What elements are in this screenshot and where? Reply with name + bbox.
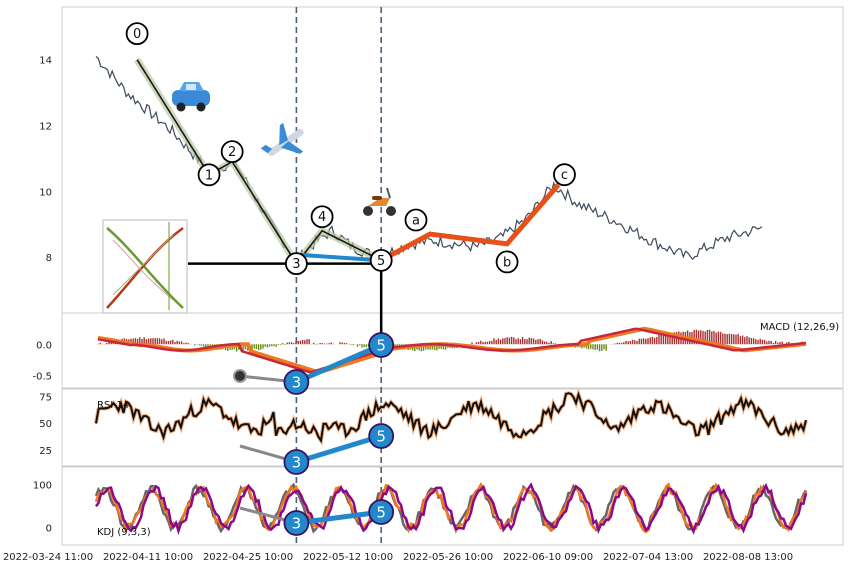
x-tick-label: 2022-05-12 10:00 bbox=[303, 552, 393, 563]
x-tick-label: 2022-04-11 10:00 bbox=[103, 552, 193, 563]
x-tick-label: 2022-07-04 13:00 bbox=[603, 552, 693, 563]
wave-point-marker bbox=[125, 22, 149, 46]
y-tick-label: 10 bbox=[39, 187, 52, 198]
blue-divergence-line bbox=[295, 433, 382, 465]
panel-frame bbox=[61, 6, 844, 314]
y-tick-label: 0 bbox=[46, 524, 52, 535]
divergence-point-marker bbox=[368, 332, 395, 358]
divergence-point-label: 5 bbox=[376, 504, 386, 522]
plane-wing bbox=[280, 141, 304, 154]
x-tick-label: 2022-05-26 10:00 bbox=[403, 552, 493, 563]
blue-divergence-line bbox=[296, 509, 382, 526]
plane-body bbox=[267, 128, 304, 156]
wave-point-label: 0 bbox=[133, 27, 141, 42]
scooter-icon bbox=[363, 187, 396, 216]
divergence-point-label: 3 bbox=[292, 515, 302, 533]
kdj-legend: KDJ (9,3,3) bbox=[97, 527, 151, 538]
wave-point-marker bbox=[220, 140, 244, 164]
wave-point-label: 2 bbox=[228, 145, 236, 160]
y-tick-label: -0.5 bbox=[32, 372, 52, 383]
divergence-point-label: 3 bbox=[292, 374, 302, 392]
y-tick-label: 12 bbox=[39, 121, 52, 132]
car-window bbox=[186, 84, 196, 90]
wave-point-marker bbox=[284, 252, 308, 276]
y-tick-label: 14 bbox=[39, 56, 52, 67]
blue-divergence-line bbox=[295, 342, 383, 385]
wave-point-label: 1 bbox=[205, 168, 213, 183]
scooter-body bbox=[368, 198, 390, 206]
y-tick-label: 75 bbox=[39, 392, 52, 403]
kdj-line bbox=[94, 482, 808, 536]
airplane-icon bbox=[260, 122, 304, 156]
wave-point-label: 4 bbox=[318, 210, 326, 225]
wave-point-marker bbox=[369, 248, 393, 272]
rsi-line bbox=[95, 391, 807, 444]
indicator-line bbox=[97, 327, 807, 374]
y-tick-label: 0.0 bbox=[36, 340, 52, 351]
x-tick-label: 2022-06-10 09:00 bbox=[503, 552, 593, 563]
divergence-point-marker bbox=[283, 449, 310, 475]
divergence-point-label: 5 bbox=[376, 428, 386, 446]
x-tick-label: 2022-04-25 10:00 bbox=[203, 552, 293, 563]
x-tick-label: 2022-03-24 11:00 bbox=[3, 552, 93, 563]
y-tick-label: 50 bbox=[39, 419, 52, 430]
impulse-wave-line bbox=[136, 59, 382, 266]
thumb-curve bbox=[112, 234, 174, 296]
wave-point-label: b bbox=[503, 255, 511, 270]
scooter-wheel bbox=[386, 206, 396, 216]
wave-point-marker bbox=[197, 163, 221, 187]
divergence-point-label: 3 bbox=[292, 454, 302, 472]
y-tick-label: 100 bbox=[33, 480, 52, 491]
divergence-point-marker bbox=[283, 369, 310, 395]
car-icon bbox=[172, 82, 210, 112]
divergence-point-marker bbox=[283, 510, 310, 536]
correction-wave-line bbox=[379, 183, 561, 263]
divergence-point-marker bbox=[368, 499, 395, 525]
scooter-wheel bbox=[363, 206, 373, 216]
wave-point-label: 5 bbox=[377, 254, 385, 269]
rsi-legend: RSI 14 bbox=[97, 400, 129, 411]
panels bbox=[61, 6, 844, 546]
wave-point-label: c bbox=[561, 168, 568, 183]
wave-point-label: a bbox=[412, 214, 420, 229]
wave-point-label: 3 bbox=[292, 257, 300, 272]
x-tick-label: 2022-08-08 13:00 bbox=[703, 552, 793, 563]
y-tick-label: 8 bbox=[46, 253, 52, 264]
icons bbox=[102, 82, 396, 314]
scooter-handle bbox=[386, 187, 391, 199]
car-body bbox=[172, 90, 210, 106]
car-wheel bbox=[196, 102, 206, 112]
plane-wing bbox=[279, 122, 288, 146]
y-tick-label: 25 bbox=[39, 446, 52, 457]
car-wheel bbox=[176, 102, 186, 112]
scooter-seat bbox=[372, 196, 382, 200]
elliott-diagram-icon bbox=[102, 219, 188, 314]
wave-point-marker bbox=[310, 205, 334, 229]
divergence-point-label: 5 bbox=[376, 337, 386, 355]
wave-point-marker bbox=[553, 163, 576, 187]
divergence-anchor-dot bbox=[233, 369, 247, 383]
price-divergence-line bbox=[296, 252, 382, 263]
macd-legend: MACD (12,26,9) bbox=[760, 322, 839, 333]
chart-content: 0 12 3 4 5 a b c MACD (12,26,9) RSI 14 KDJ (9,3,3)… bbox=[94, 7, 839, 545]
wave-point-marker bbox=[495, 250, 519, 274]
thumb-curve bbox=[106, 226, 184, 309]
wave-point-marker bbox=[404, 208, 428, 232]
divergence-point-marker bbox=[368, 423, 395, 449]
plane-tail bbox=[260, 144, 273, 154]
